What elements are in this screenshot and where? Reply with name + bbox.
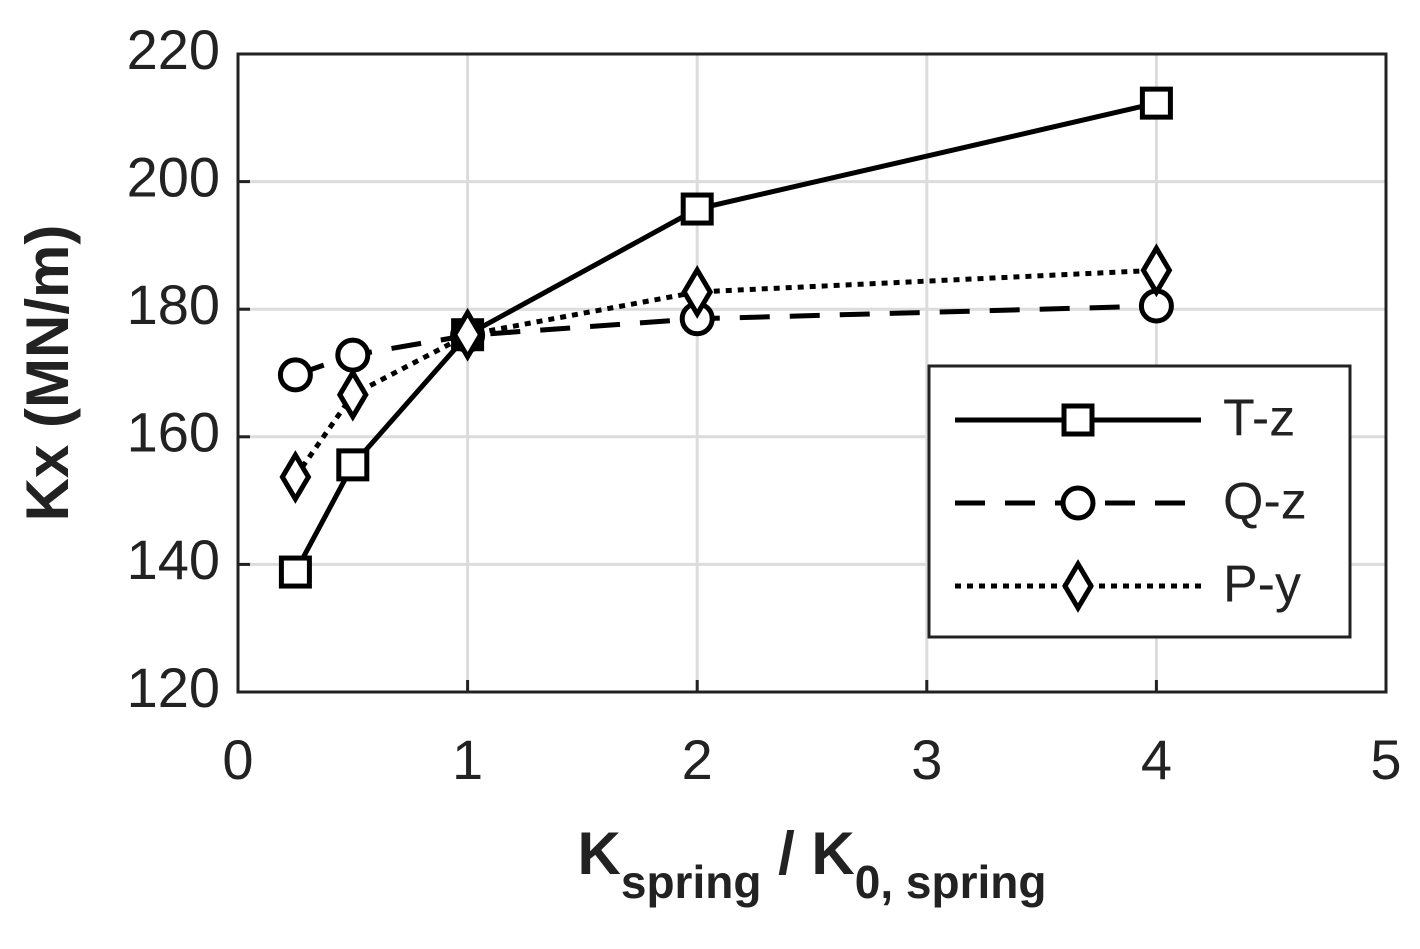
x-tick-label: 0 (222, 728, 253, 791)
y-tick-label: 200 (127, 145, 220, 208)
marker (336, 367, 369, 422)
y-tick-label: 140 (127, 528, 220, 591)
x-tick-label: 2 (682, 728, 713, 791)
legend: T-z Q-z P-y (927, 364, 1352, 639)
marker (278, 555, 312, 589)
marker (336, 448, 370, 482)
x-label-sub: spring (621, 856, 762, 908)
y-tick-label: 120 (127, 656, 220, 719)
x-tick-label: 5 (1370, 728, 1401, 791)
marker (1062, 559, 1094, 613)
x-label-main: K (578, 820, 621, 887)
x-axis-label: Kspring / K0, spring (578, 820, 1047, 908)
y-axis-label: Kx (MN/m) (14, 225, 81, 522)
x-tick-label: 4 (1141, 728, 1172, 791)
marker (1139, 86, 1173, 120)
marker (335, 337, 371, 373)
marker (277, 357, 313, 393)
legend-label: Q-z (1223, 473, 1307, 531)
marker (1060, 485, 1096, 521)
x-label-main2: / K (761, 820, 854, 887)
y-tick-label: 220 (127, 18, 220, 81)
plot-frame (236, 52, 1388, 694)
marker (1061, 403, 1095, 437)
x-tick-label: 1 (452, 728, 483, 791)
marker (1140, 243, 1173, 298)
marker (451, 307, 484, 362)
y-tick-label: 180 (127, 273, 220, 336)
y-tick-label: 160 (127, 401, 220, 464)
marker (279, 450, 312, 504)
legend-box (927, 364, 1352, 639)
x-tick-label: 3 (911, 728, 942, 791)
x-label-sub2: 0, spring (855, 856, 1047, 908)
marker (680, 192, 714, 226)
legend-label: P-y (1223, 556, 1301, 614)
marker (681, 265, 714, 319)
legend-label: T-z (1223, 390, 1295, 448)
